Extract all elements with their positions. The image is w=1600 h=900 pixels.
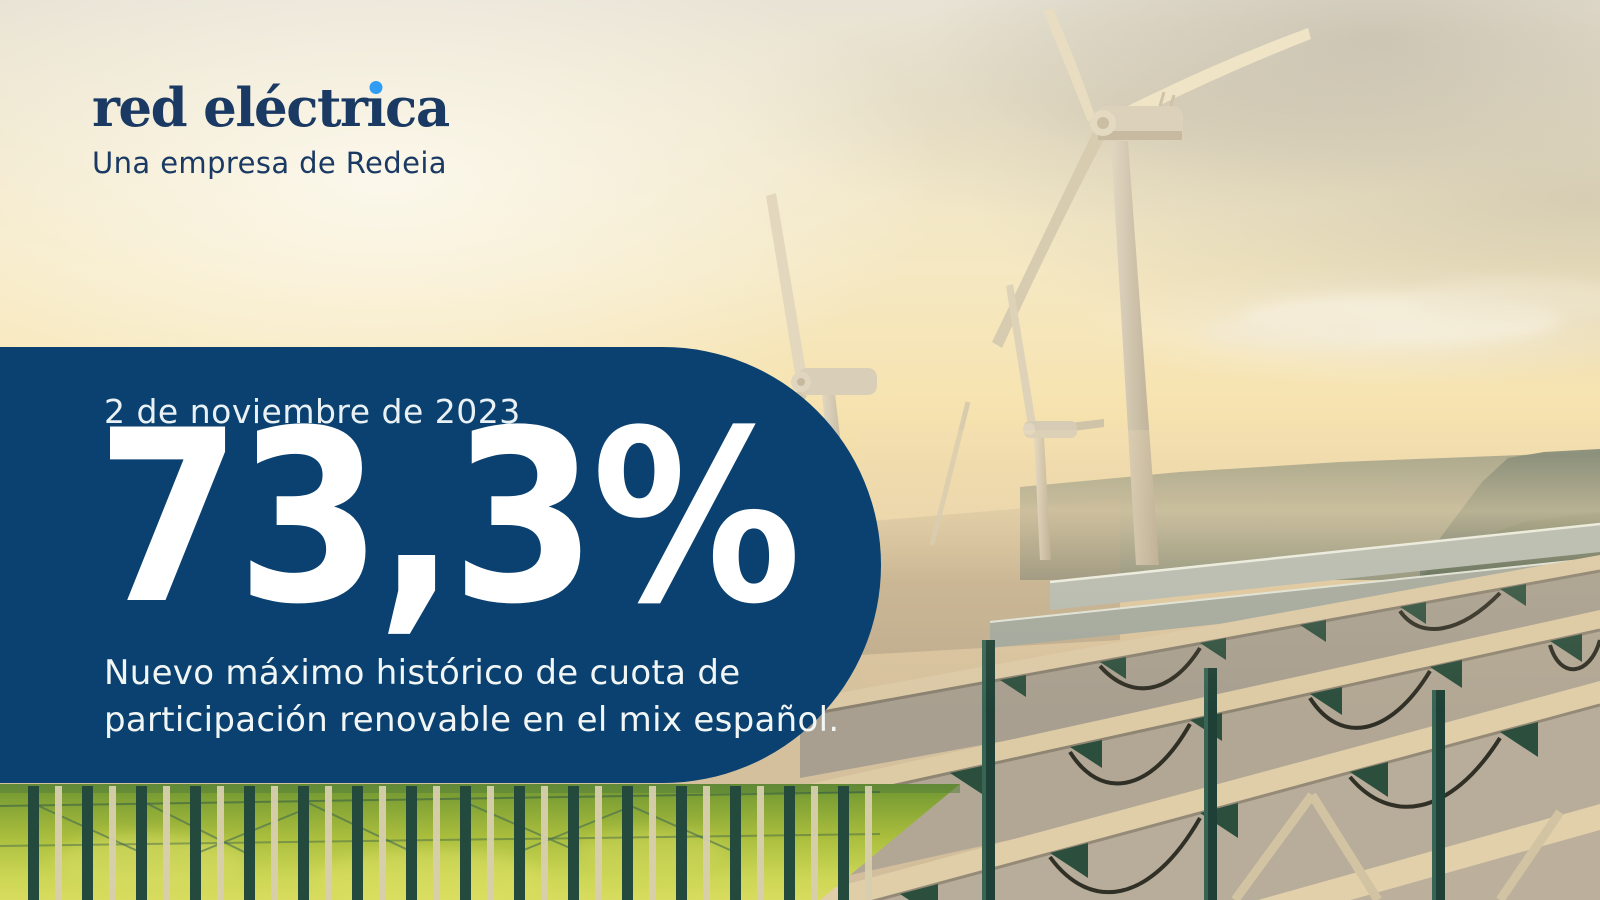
logo-text-suffix: ca (385, 77, 450, 139)
logo-text-prefix: red eléctr (92, 77, 368, 139)
logo-wordmark: red eléctrı ca (92, 77, 450, 139)
stat-description: Nuevo máximo histórico de cuota de parti… (104, 650, 839, 744)
nacelle-antenna (1158, 91, 1176, 107)
turbine-blade (1006, 284, 1036, 426)
logo-tagline: Una empresa de Redeia (92, 146, 447, 180)
fence-posts (0, 786, 881, 900)
clouds (1200, 278, 1600, 348)
stat-description-line2: participación renovable en el mix españo… (104, 700, 840, 740)
logo-letter-i: ı (366, 77, 386, 139)
solar-panel-array (788, 430, 1600, 900)
turbine-blade (766, 193, 807, 380)
turbine-blade (1043, 8, 1095, 122)
fence-post-light (55, 786, 872, 900)
turbine-blade (992, 130, 1105, 348)
logo-blue-dot-icon (369, 81, 383, 94)
stat-panel: 2 de noviembre de 2023 73,3% Nuevo máxim… (0, 347, 881, 783)
stat-value: 73,3% (96, 380, 801, 657)
brand-logo: red eléctrı ca Una empresa de Redeia (92, 77, 450, 180)
date-label: 2 de noviembre de 2023 (104, 392, 521, 431)
fence-post-dark (28, 786, 849, 900)
stat-description-line1: Nuevo máximo histórico de cuota de (104, 653, 741, 693)
turbine-nacelle (798, 368, 877, 395)
